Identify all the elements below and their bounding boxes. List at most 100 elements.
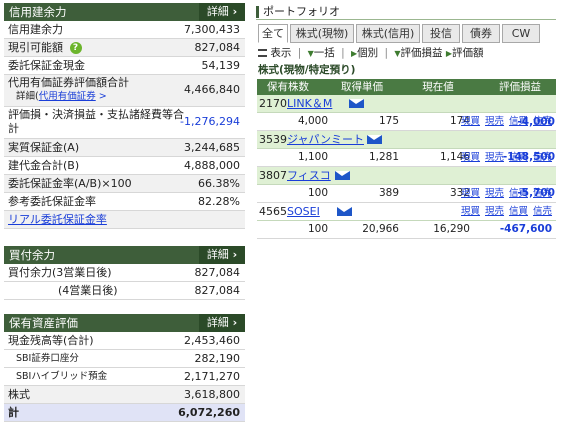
margin-sell-link[interactable]: 信売 bbox=[533, 188, 553, 199]
real-margin-rate-link[interactable]: リアル委託保証金率 bbox=[8, 213, 107, 226]
credit-detail-button[interactable]: 詳細 bbox=[199, 3, 245, 21]
stock-name-row: 3807 フィスコ bbox=[257, 167, 556, 185]
assets-row: SBIハイブリッド預金 2,171,270 bbox=[4, 368, 245, 386]
credit-row-label: 代用有価証券評価額合計 bbox=[8, 76, 129, 89]
stock-gain: -467,600 bbox=[499, 223, 552, 235]
buying-row: (4営業日後) 827,084 bbox=[4, 282, 245, 300]
cash-sell-link[interactable]: 現売 bbox=[485, 206, 505, 217]
credit-row: 委託保証金率(A/B)×100 66.38% bbox=[4, 175, 245, 193]
triangle-down-icon: ▼ bbox=[394, 49, 401, 58]
mail-icon[interactable] bbox=[349, 99, 364, 108]
eval-gain-toggle[interactable]: 評価損益 bbox=[400, 47, 443, 59]
margin-buy-link[interactable]: 信買 bbox=[509, 188, 529, 199]
credit-row-label: 参考委託保証金率 bbox=[8, 195, 96, 208]
cash-buy-link[interactable]: 現買 bbox=[461, 116, 481, 127]
eval-amount-toggle[interactable]: 評価額 bbox=[452, 47, 484, 59]
margin-buy-link[interactable]: 信買 bbox=[509, 116, 529, 127]
stock-data-row: 4,000 175 174 現買 現売 信買 信売 bbox=[257, 113, 556, 131]
credit-row-label: 実質保証金(A) bbox=[8, 141, 80, 154]
individual-toggle[interactable]: 個別 bbox=[357, 47, 379, 59]
credit-row-value: 82.28% bbox=[198, 195, 240, 208]
separator: | bbox=[384, 47, 389, 59]
margin-sell-link[interactable]: 信売 bbox=[533, 116, 553, 127]
credit-row-value: 827,084 bbox=[194, 41, 241, 54]
stock-code: 2170 bbox=[259, 97, 287, 110]
tab-cw[interactable]: CW bbox=[502, 24, 540, 43]
portfolio-toolbar: 表示 | ▼一括 | ▶個別 | ▼評価損益 ▶評価額 bbox=[258, 45, 484, 60]
margin-sell-link[interactable]: 信売 bbox=[533, 152, 553, 163]
stock-qty: 4,000 bbox=[297, 115, 328, 127]
stock-name-link[interactable]: SOSEI bbox=[287, 205, 320, 218]
display-label: 表示 bbox=[270, 47, 292, 59]
buying-detail-button[interactable]: 詳細 bbox=[199, 246, 245, 264]
margin-sell-link[interactable]: 信売 bbox=[533, 206, 553, 217]
mail-icon[interactable] bbox=[337, 207, 352, 216]
stock-cost: 175 bbox=[378, 115, 399, 127]
assets-detail-button[interactable]: 詳細 bbox=[199, 314, 245, 332]
margin-buy-link[interactable]: 信買 bbox=[509, 206, 529, 217]
mail-icon[interactable] bbox=[367, 135, 382, 144]
stock-data-row: 100 389 332 現買 現売 信買 信売 bbox=[257, 185, 556, 203]
mail-icon[interactable] bbox=[335, 171, 350, 180]
stock-gain: -5,700 bbox=[517, 187, 555, 199]
stock-gain: -148,500 bbox=[502, 151, 555, 163]
tab-all[interactable]: 全て bbox=[258, 24, 288, 43]
buying-panel: 買付余力 詳細 買付余力(3営業日後) 827,084 (4営業日後) 827,… bbox=[4, 246, 245, 300]
credit-row-value: 4,466,840 bbox=[184, 83, 240, 96]
assets-row-value: 2,171,270 bbox=[184, 370, 240, 383]
triangle-down-icon: ▼ bbox=[307, 49, 314, 58]
assets-row-label: 株式 bbox=[8, 388, 30, 401]
tab-bonds[interactable]: 債券 bbox=[462, 24, 500, 43]
stock-qty: 1,100 bbox=[297, 151, 328, 163]
cash-sell-link[interactable]: 現売 bbox=[485, 188, 505, 199]
chevron-right-icon: > bbox=[98, 91, 107, 102]
buying-row-label: (4営業日後) bbox=[58, 284, 118, 297]
stock-name-row: 4565 SOSEI 現買 現売 信買 信売 bbox=[257, 203, 556, 221]
cash-buy-link[interactable]: 現買 bbox=[461, 206, 481, 217]
credit-panel-header: 信用建余力 詳細 bbox=[4, 3, 245, 21]
cash-buy-link[interactable]: 現買 bbox=[461, 188, 481, 199]
buying-row-label: 買付余力(3営業日後) bbox=[8, 266, 112, 279]
credit-sub-links: 詳細(代用有価証券 > bbox=[8, 90, 245, 104]
stock-gain: -4,000 bbox=[517, 116, 555, 128]
credit-row: 代用有価証券評価額合計 詳細(代用有価証券 > 4,466,840 bbox=[4, 75, 245, 107]
assets-panel: 保有資産評価 詳細 現金残高等(合計) 2,453,460 SBI証券口座分 2… bbox=[4, 314, 245, 422]
stock-data-row: 100 20,966 16,290 -467,600 bbox=[257, 221, 556, 239]
margin-buy-link[interactable]: 信買 bbox=[509, 152, 529, 163]
stock-code: 4565 bbox=[259, 205, 287, 218]
stock-qty: 100 bbox=[307, 223, 328, 235]
stock-name-link[interactable]: LINK＆M bbox=[287, 97, 333, 110]
credit-row-label: 建代金合計(B) bbox=[8, 159, 80, 172]
stock-price: 332 bbox=[449, 187, 470, 199]
table-header: 保有株数 取得単価 現在値 評価損益 bbox=[257, 79, 556, 95]
stock-price: 174 bbox=[449, 115, 470, 127]
assets-row-value: 2,453,460 bbox=[184, 334, 240, 347]
credit-row-value: -1,276,294 bbox=[180, 115, 240, 128]
tab-stock-margin[interactable]: 株式(信用) bbox=[356, 24, 420, 43]
cash-sell-link[interactable]: 現売 bbox=[485, 152, 505, 163]
portfolio-title-text: ポートフォリオ bbox=[263, 5, 340, 18]
stock-code: 3539 bbox=[259, 133, 287, 146]
cash-buy-link[interactable]: 現買 bbox=[461, 152, 481, 163]
credit-row: 建代金合計(B) 4,888,000 bbox=[4, 157, 245, 175]
credit-row: 参考委託保証金率 82.28% bbox=[4, 193, 245, 211]
stock-data-row: 1,100 1,281 1,146 現買 現売 信買 信売 bbox=[257, 149, 556, 167]
bulk-toggle[interactable]: 一括 bbox=[313, 47, 335, 59]
tab-funds[interactable]: 投信 bbox=[422, 24, 460, 43]
credit-panel: 信用建余力 詳細 信用建余力 7,300,433 現引可能額 ? 827,084… bbox=[4, 3, 245, 229]
assets-row-label: SBIハイブリッド預金 bbox=[16, 371, 108, 382]
credit-row-value: 7,300,433 bbox=[184, 23, 240, 36]
tab-stock-cash[interactable]: 株式(現物) bbox=[290, 24, 354, 43]
cash-sell-link[interactable]: 現売 bbox=[485, 116, 505, 127]
collateral-securities-link[interactable]: 代用有価証券 bbox=[38, 91, 96, 102]
stock-name-link[interactable]: フィスコ bbox=[287, 169, 331, 182]
credit-row-label: 現引可能額 bbox=[8, 41, 63, 54]
assets-row-label: 計 bbox=[8, 406, 19, 419]
credit-row-value: 3,244,685 bbox=[184, 141, 240, 154]
buying-row-value: 827,084 bbox=[194, 266, 241, 279]
help-icon[interactable]: ? bbox=[69, 42, 82, 54]
credit-row-label: 委託保証金率(A/B)×100 bbox=[8, 177, 132, 190]
stock-name-link[interactable]: ジャパンミート bbox=[287, 133, 364, 146]
assets-panel-header: 保有資産評価 詳細 bbox=[4, 314, 245, 332]
assets-row-label: SBI証券口座分 bbox=[16, 353, 79, 364]
